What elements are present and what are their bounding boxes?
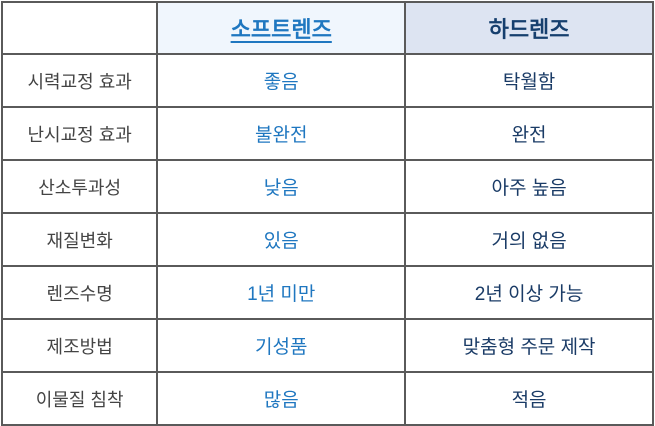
row-label: 제조방법 (0, 318, 159, 373)
corner-cell (0, 1, 159, 55)
soft-lens-value: 기성품 (156, 318, 407, 373)
soft-lens-value: 많음 (156, 371, 407, 426)
hard-lens-value: 아주 높음 (404, 159, 654, 214)
table-row: 렌즈수명 1년 미만 2년 이상 가능 (0, 265, 654, 320)
hard-lens-value: 탁월함 (404, 53, 654, 108)
soft-lens-value: 있음 (156, 212, 407, 267)
row-label: 재질변화 (0, 212, 159, 267)
hard-lens-value: 거의 없음 (404, 212, 654, 267)
hard-lens-value: 2년 이상 가능 (404, 265, 654, 320)
row-label: 이물질 침착 (0, 371, 159, 426)
hard-lens-header: 하드렌즈 (404, 1, 654, 55)
soft-lens-value: 1년 미만 (156, 265, 407, 320)
row-label: 산소투과성 (0, 159, 159, 214)
hard-lens-value: 완전 (404, 106, 654, 161)
header-row: 소프트렌즈 하드렌즈 (0, 1, 654, 55)
table-row: 난시교정 효과 불완전 완전 (0, 106, 654, 161)
row-label: 난시교정 효과 (0, 106, 159, 161)
hard-lens-value: 맞춤형 주문 제작 (404, 318, 654, 373)
table-row: 재질변화 있음 거의 없음 (0, 212, 654, 267)
hard-lens-value: 적음 (404, 371, 654, 426)
soft-lens-value: 불완전 (156, 106, 407, 161)
table-row: 산소투과성 낮음 아주 높음 (0, 159, 654, 214)
soft-lens-header: 소프트렌즈 (156, 1, 407, 55)
soft-lens-value: 낮음 (156, 159, 407, 214)
table-row: 이물질 침착 많음 적음 (0, 371, 654, 426)
table-row: 시력교정 효과 좋음 탁월함 (0, 53, 654, 108)
soft-lens-value: 좋음 (156, 53, 407, 108)
row-label: 렌즈수명 (0, 265, 159, 320)
row-label: 시력교정 효과 (0, 53, 159, 108)
table-row: 제조방법 기성품 맞춤형 주문 제작 (0, 318, 654, 373)
